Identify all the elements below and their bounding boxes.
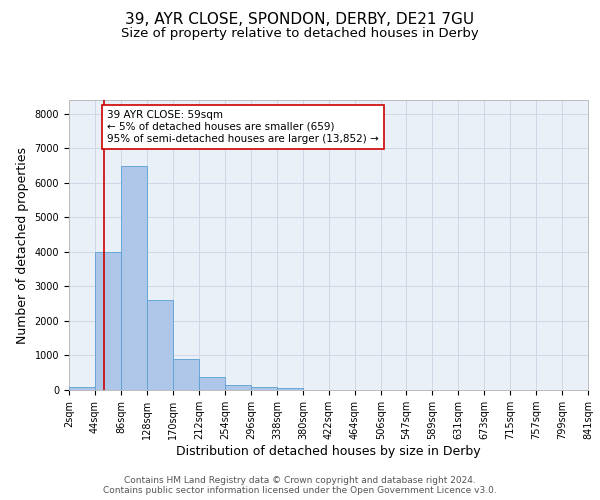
Bar bbox=[199, 377, 225, 390]
Bar bbox=[251, 386, 277, 390]
Bar bbox=[173, 359, 199, 390]
Bar bbox=[121, 166, 147, 390]
Text: 39 AYR CLOSE: 59sqm
← 5% of detached houses are smaller (659)
95% of semi-detach: 39 AYR CLOSE: 59sqm ← 5% of detached hou… bbox=[107, 110, 379, 144]
X-axis label: Distribution of detached houses by size in Derby: Distribution of detached houses by size … bbox=[176, 445, 481, 458]
Bar bbox=[69, 386, 95, 390]
Bar bbox=[95, 252, 121, 390]
Bar bbox=[277, 388, 303, 390]
Text: 39, AYR CLOSE, SPONDON, DERBY, DE21 7GU: 39, AYR CLOSE, SPONDON, DERBY, DE21 7GU bbox=[125, 12, 475, 28]
Text: Size of property relative to detached houses in Derby: Size of property relative to detached ho… bbox=[121, 28, 479, 40]
Y-axis label: Number of detached properties: Number of detached properties bbox=[16, 146, 29, 344]
Bar bbox=[225, 385, 251, 390]
Bar bbox=[147, 300, 173, 390]
Text: Contains HM Land Registry data © Crown copyright and database right 2024.
Contai: Contains HM Land Registry data © Crown c… bbox=[103, 476, 497, 495]
